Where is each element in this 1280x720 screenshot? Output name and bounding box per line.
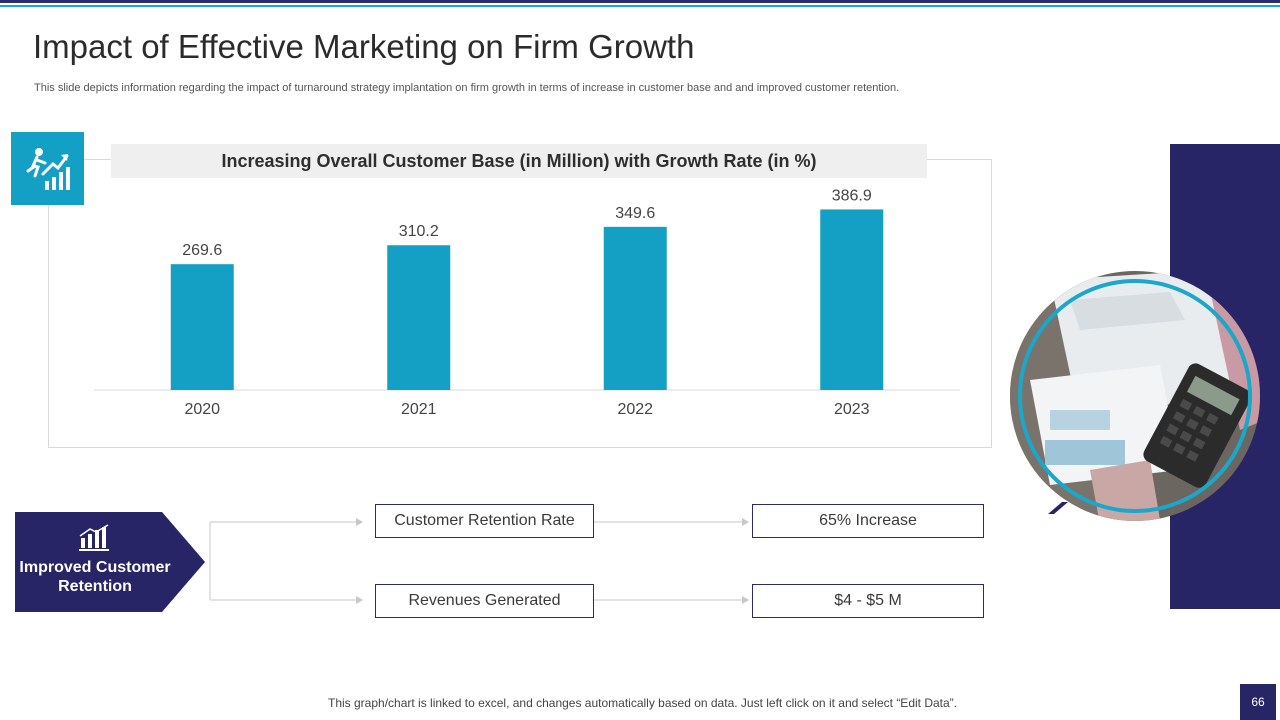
x-tick-label-2022: 2022 <box>617 401 653 418</box>
bar-growth-icon <box>79 524 109 551</box>
slide-title: Impact of Effective Marketing on Firm Gr… <box>33 28 695 65</box>
finance-photo <box>1010 271 1260 521</box>
data-label-2022: 349.6 <box>615 205 655 222</box>
retention-label: Improved Customer Retention <box>19 559 171 595</box>
metric-value-retention: 65% Increase <box>752 504 984 538</box>
slide-subtitle: This slide depicts information regarding… <box>34 82 900 94</box>
x-tick-label-2020: 2020 <box>184 401 220 418</box>
metric-value-revenue: $4 - $5 M <box>752 584 984 618</box>
x-tick-label-2021: 2021 <box>401 401 437 418</box>
bar-2022 <box>603 226 667 390</box>
data-label-2023: 386.9 <box>832 187 872 204</box>
top-accent-bar <box>0 0 1280 3</box>
data-label-2020: 269.6 <box>182 242 222 259</box>
footer-note: This graph/chart is linked to excel, and… <box>328 696 957 710</box>
chart-title: Increasing Overall Customer Base (in Mil… <box>111 144 927 178</box>
bar-chart: 269.6 2020 310.2 2021 349.6 2022 386.9 2023 <box>94 187 960 418</box>
x-tick-label-2023: 2023 <box>834 401 870 418</box>
flow-connectors <box>209 518 749 604</box>
bar-2023 <box>820 209 884 390</box>
growth-icon-tile <box>11 132 84 205</box>
metric-name-revenue: Revenues Generated <box>375 584 594 618</box>
page-number: 66 <box>1240 684 1276 720</box>
bar-2021 <box>387 245 451 390</box>
data-label-2021: 310.2 <box>399 223 439 240</box>
bar-2020 <box>170 264 234 390</box>
runner-growth-icon <box>26 147 70 190</box>
retention-arrow-tile <box>15 512 205 612</box>
metric-name-retention: Customer Retention Rate <box>375 504 594 538</box>
top-accent-line <box>0 5 1280 7</box>
